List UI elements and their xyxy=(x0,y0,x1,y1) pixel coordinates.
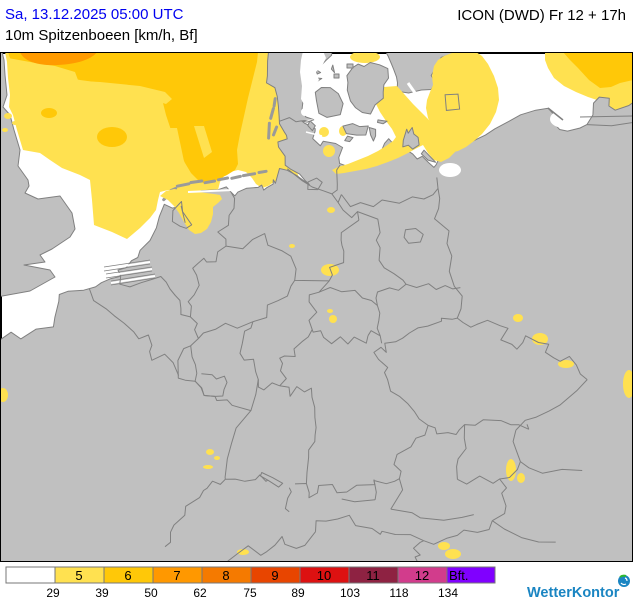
svg-text:Sa, 13.12.2025 05:00 UTC: Sa, 13.12.2025 05:00 UTC xyxy=(5,6,184,23)
svg-text:62: 62 xyxy=(193,586,207,600)
svg-text:5: 5 xyxy=(75,568,82,583)
svg-text:10: 10 xyxy=(317,568,331,583)
svg-text:134: 134 xyxy=(438,586,458,600)
svg-text:7: 7 xyxy=(173,568,180,583)
svg-text:29: 29 xyxy=(46,586,60,600)
svg-text:50: 50 xyxy=(144,586,158,600)
svg-text:WetterKontor: WetterKontor xyxy=(527,585,620,600)
svg-text:103: 103 xyxy=(340,586,360,600)
svg-text:ICON (DWD) Fr 12 + 17h: ICON (DWD) Fr 12 + 17h xyxy=(457,7,626,24)
svg-text:12: 12 xyxy=(415,568,429,583)
svg-text:6: 6 xyxy=(124,568,131,583)
svg-text:75: 75 xyxy=(243,586,257,600)
svg-text:118: 118 xyxy=(389,586,408,600)
svg-text:39: 39 xyxy=(95,586,109,600)
svg-text:8: 8 xyxy=(222,568,229,583)
svg-text:9: 9 xyxy=(271,568,278,583)
svg-text:10m Spitzenboeen [km/h, Bf]: 10m Spitzenboeen [km/h, Bf] xyxy=(5,27,198,44)
svg-text:89: 89 xyxy=(291,586,305,600)
svg-text:11: 11 xyxy=(366,568,380,583)
svg-text:Bft.: Bft. xyxy=(449,568,469,583)
